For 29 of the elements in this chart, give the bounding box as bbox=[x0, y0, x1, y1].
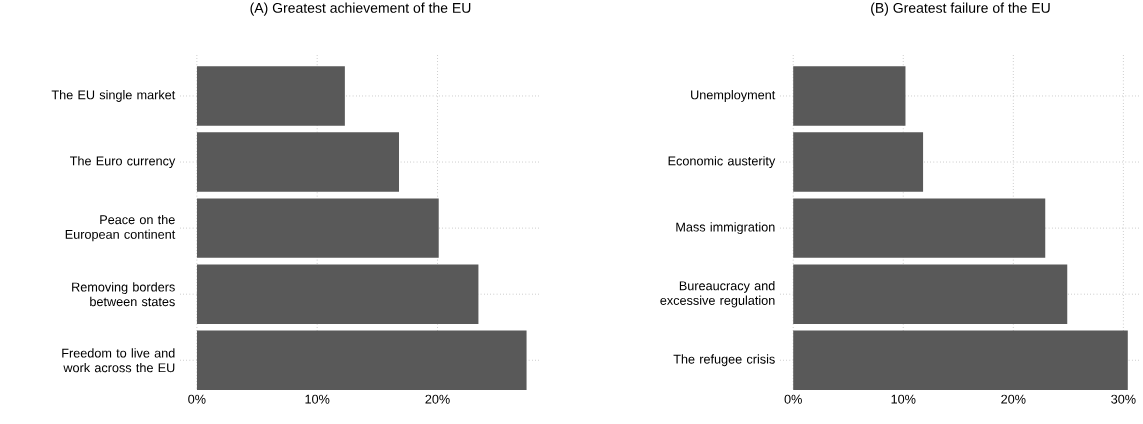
y-tick-label: Unemployment bbox=[691, 90, 776, 102]
bar bbox=[196, 264, 479, 324]
bar bbox=[196, 66, 345, 126]
y-tick-label: Peace on the European continent bbox=[65, 214, 176, 242]
bar bbox=[793, 198, 1046, 258]
bar bbox=[793, 330, 1128, 390]
x-tick-label: 10% bbox=[891, 394, 916, 404]
x-tick-label: 20% bbox=[425, 394, 450, 404]
bar bbox=[793, 66, 906, 126]
chart-title: (A) Greatest achievement of the EU bbox=[250, 2, 471, 16]
y-tick-label: The refugee crisis bbox=[673, 354, 775, 367]
x-tick-label: 10% bbox=[305, 394, 330, 404]
y-tick-label: Freedom to live and work across the EU bbox=[62, 348, 175, 373]
y-tick-label: Removing borders between states bbox=[72, 282, 175, 307]
bar bbox=[793, 264, 1068, 324]
chart-title: (B) Greatest failure of the EU bbox=[871, 2, 1050, 16]
x-tick-label: 0% bbox=[188, 394, 206, 404]
bar bbox=[196, 132, 400, 192]
x-tick-label: 0% bbox=[784, 394, 802, 404]
y-tick-label: Economic austerity bbox=[668, 156, 776, 168]
y-tick-label: Mass immigration bbox=[676, 222, 775, 235]
y-tick-label: The Euro currency bbox=[70, 156, 176, 168]
x-tick-label: 20% bbox=[1001, 394, 1026, 404]
bar bbox=[196, 198, 439, 258]
y-tick-label: The EU single market bbox=[51, 90, 176, 102]
bar bbox=[793, 132, 924, 192]
bar bbox=[196, 330, 527, 390]
y-tick-label: Bureaucracy and excessive regulation bbox=[660, 280, 775, 308]
x-tick-label: 30% bbox=[1111, 394, 1136, 404]
